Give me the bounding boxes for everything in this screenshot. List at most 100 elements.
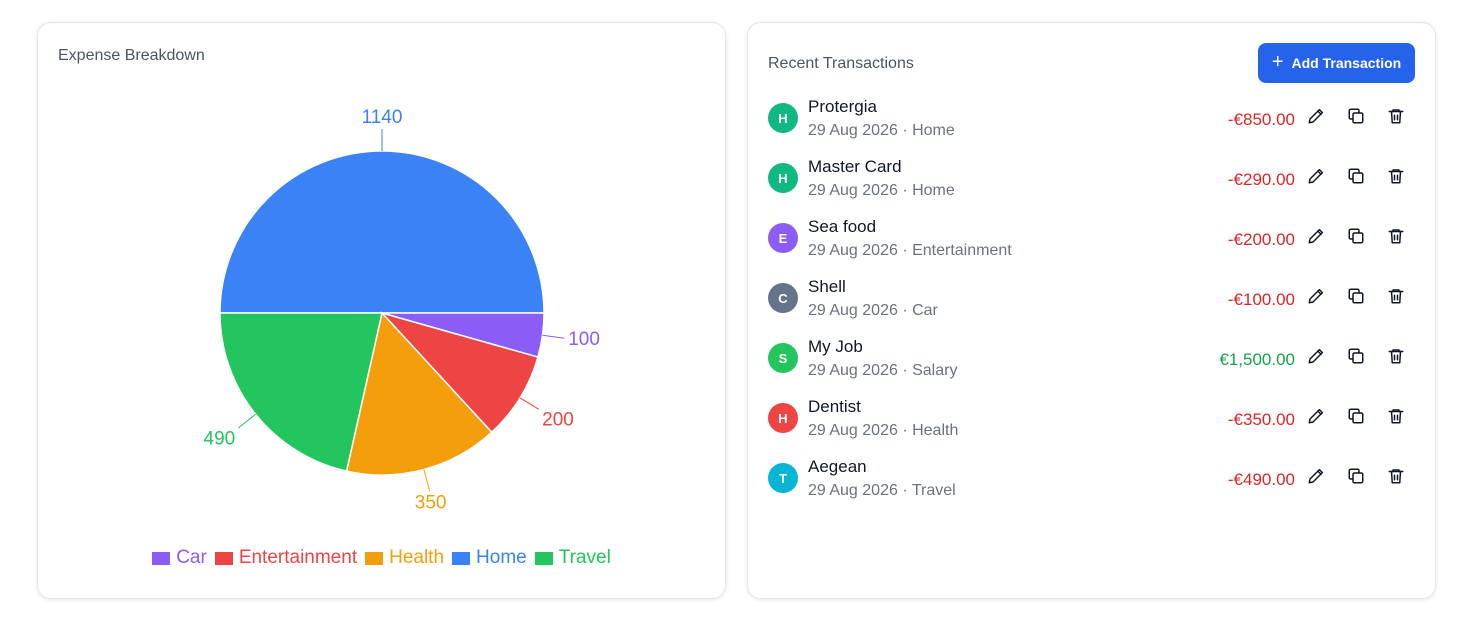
pencil-icon — [1307, 227, 1325, 250]
pie-leader-health — [423, 469, 431, 491]
pie-value-label-travel: 490 — [204, 429, 236, 450]
legend-item-entertainment[interactable]: Entertainment — [214, 547, 358, 569]
delete-transaction-button[interactable] — [1385, 467, 1407, 489]
delete-transaction-button[interactable] — [1385, 347, 1407, 369]
copy-icon — [1347, 347, 1365, 370]
transaction-amount: €1,500.00 — [1219, 350, 1295, 369]
pie-value-label-entertainment: 200 — [542, 409, 574, 430]
legend-label: Health — [389, 547, 445, 568]
edit-transaction-button[interactable] — [1305, 347, 1327, 369]
transaction-amount: -€850.00 — [1227, 110, 1295, 129]
transaction-category: Home — [912, 122, 955, 139]
transaction-category: Entertainment — [912, 242, 1012, 259]
copy-icon — [1347, 407, 1365, 430]
transaction-name: My Job — [808, 337, 863, 356]
category-avatar: C — [768, 283, 798, 313]
chart-legend: Car Entertainment Health Home Travel — [38, 547, 725, 569]
avatar-initial: C — [778, 290, 788, 306]
copy-icon — [1347, 107, 1365, 130]
legend-item-travel[interactable]: Travel — [534, 547, 611, 569]
transaction-name: Protergia — [808, 97, 877, 116]
copy-icon — [1347, 167, 1365, 190]
legend-swatch — [365, 551, 384, 565]
category-avatar: H — [768, 103, 798, 133]
edit-transaction-button[interactable] — [1305, 287, 1327, 309]
avatar-initial: E — [778, 230, 788, 246]
pie-slice-home[interactable] — [219, 150, 545, 314]
add-transaction-button[interactable]: + Add Transaction — [1258, 43, 1415, 83]
delete-transaction-button[interactable] — [1385, 287, 1407, 309]
pencil-icon — [1307, 347, 1325, 370]
transaction-amount: -€350.00 — [1227, 410, 1295, 429]
recent-transactions-card: Recent Transactions + Add Transaction H P… — [747, 22, 1436, 599]
duplicate-transaction-button[interactable] — [1345, 407, 1367, 429]
trash-icon — [1387, 407, 1405, 430]
legend-label: Travel — [558, 547, 611, 568]
duplicate-transaction-button[interactable] — [1345, 107, 1367, 129]
legend-item-health[interactable]: Health — [365, 547, 444, 569]
pencil-icon — [1307, 407, 1325, 430]
delete-transaction-button[interactable] — [1385, 107, 1407, 129]
legend-swatch — [214, 551, 233, 565]
avatar-initial: S — [778, 350, 788, 366]
transaction-row[interactable]: E Sea food 29 Aug 2026 · Entertainment -€20… — [768, 213, 1415, 273]
transaction-name: Shell — [808, 277, 846, 296]
legend-item-home[interactable]: Home — [452, 547, 527, 569]
duplicate-transaction-button[interactable] — [1345, 467, 1367, 489]
category-avatar: H — [768, 403, 798, 433]
transaction-date: 29 Aug 2026 — [808, 242, 898, 259]
edit-transaction-button[interactable] — [1305, 167, 1327, 189]
delete-transaction-button[interactable] — [1385, 227, 1407, 249]
legend-swatch — [152, 551, 171, 565]
legend-label: Home — [476, 547, 527, 568]
add-transaction-label: Add Transaction — [1291, 55, 1402, 71]
avatar-initial: H — [778, 410, 788, 426]
duplicate-transaction-button[interactable] — [1345, 227, 1367, 249]
delete-transaction-button[interactable] — [1385, 167, 1407, 189]
legend-swatch — [452, 551, 471, 565]
transaction-date: 29 Aug 2026 — [808, 182, 898, 199]
pencil-icon — [1307, 287, 1325, 310]
pie-slice-health[interactable] — [345, 311, 493, 476]
edit-transaction-button[interactable] — [1305, 407, 1327, 429]
pie-value-label-car: 100 — [568, 329, 600, 350]
transaction-row[interactable]: H Master Card 29 Aug 2026 · Home -€290.00 — [768, 153, 1415, 213]
transaction-amount: -€490.00 — [1227, 470, 1295, 489]
duplicate-transaction-button[interactable] — [1345, 347, 1367, 369]
category-avatar: S — [768, 343, 798, 373]
transaction-date: 29 Aug 2026 — [808, 302, 898, 319]
transaction-category: Travel — [911, 482, 956, 499]
category-avatar: E — [768, 223, 798, 253]
recent-transactions-title: Recent Transactions — [768, 55, 914, 72]
pie-slice-travel[interactable] — [219, 312, 383, 472]
legend-label: Car — [176, 547, 207, 568]
transaction-category: Health — [912, 422, 959, 439]
delete-transaction-button[interactable] — [1385, 407, 1407, 429]
transaction-row[interactable]: H Dentist 29 Aug 2026 · Health -€350.00 — [768, 393, 1415, 453]
pencil-icon — [1307, 467, 1325, 490]
pie-slice-entertainment[interactable] — [379, 311, 539, 434]
pie-leader-car — [542, 334, 565, 339]
transaction-row[interactable]: H Protergia 29 Aug 2026 · Home -€850.00 — [768, 93, 1415, 153]
expense-pie-chart: 1140 100 200 350 490 — [204, 107, 600, 514]
transaction-date: 29 Aug 2026 — [808, 482, 898, 499]
trash-icon — [1387, 107, 1405, 130]
transaction-list: H Protergia 29 Aug 2026 · Home -€850.00 H Mas… — [768, 93, 1415, 513]
transaction-amount: -€290.00 — [1227, 170, 1295, 189]
transaction-amount: -€200.00 — [1227, 230, 1295, 249]
pie-value-label-home: 1140 — [362, 107, 403, 128]
transaction-meta: 29 Aug 2026 · Travel — [808, 482, 956, 499]
legend-item-car[interactable]: Car — [152, 547, 207, 569]
edit-transaction-button[interactable] — [1305, 227, 1327, 249]
transaction-meta: 29 Aug 2026 · Home — [808, 122, 955, 139]
transaction-row[interactable]: S My Job 29 Aug 2026 · Salary €1,500.00 — [768, 333, 1415, 393]
edit-transaction-button[interactable] — [1305, 467, 1327, 489]
transaction-meta: 29 Aug 2026 · Entertainment — [808, 242, 1012, 259]
edit-transaction-button[interactable] — [1305, 107, 1327, 129]
copy-icon — [1347, 227, 1365, 250]
transaction-row[interactable]: C Shell 29 Aug 2026 · Car -€100.00 — [768, 273, 1415, 333]
duplicate-transaction-button[interactable] — [1345, 287, 1367, 309]
transaction-row[interactable]: T Aegean 29 Aug 2026 · Travel -€490.00 — [768, 453, 1415, 513]
duplicate-transaction-button[interactable] — [1345, 167, 1367, 189]
legend-label: Entertainment — [238, 547, 358, 568]
